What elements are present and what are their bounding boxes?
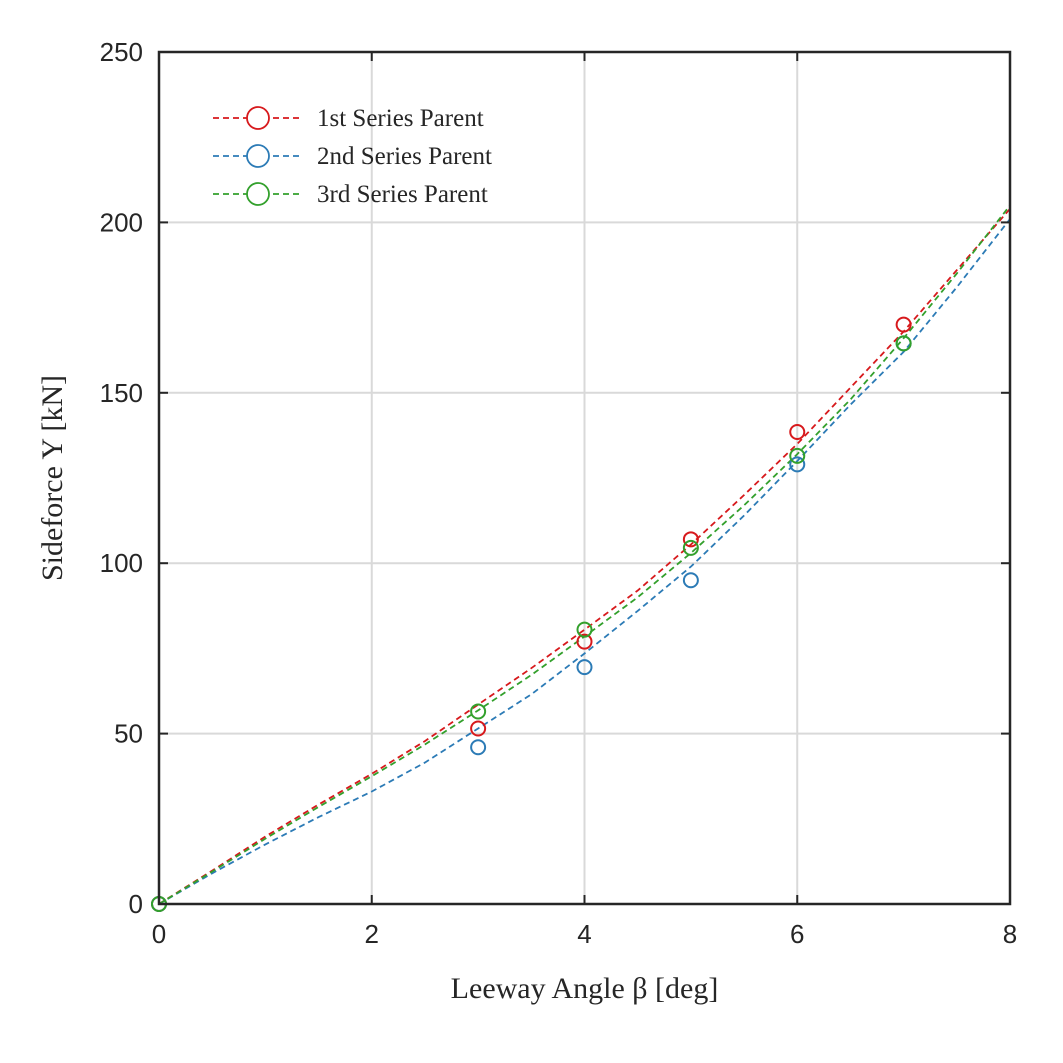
y-tick-label: 150 <box>100 378 143 408</box>
series-1-point <box>576 633 593 650</box>
series-2-point <box>682 572 699 589</box>
axis-ticks: 0 2 4 6 8 0 50 100 150 200 250 <box>100 37 1018 949</box>
y-tick-label: 200 <box>100 207 143 237</box>
x-tick-label: 4 <box>577 919 591 949</box>
x-tick-label: 0 <box>152 919 166 949</box>
y-tick-label: 0 <box>129 889 143 919</box>
y-axis-title: Sideforce Y [kN] <box>36 375 69 581</box>
x-tick-label: 6 <box>790 919 804 949</box>
legend: 1st Series Parent 2nd Series Parent 3rd Se… <box>213 105 492 208</box>
series-3-point <box>682 539 699 556</box>
series-1-point <box>682 531 699 548</box>
legend-label: 1st Series Parent <box>317 105 484 132</box>
series-2-fit-line <box>158 218 1011 905</box>
y-tick-label: 250 <box>100 37 143 67</box>
series-3-point <box>576 621 593 638</box>
series-2-point <box>470 739 487 756</box>
series-3-point <box>789 447 806 464</box>
x-tick-label: 8 <box>1003 919 1017 949</box>
series-3-point <box>470 703 487 720</box>
series-1-point <box>470 720 487 737</box>
series-1-point <box>895 316 912 333</box>
legend-label: 2nd Series Parent <box>317 143 492 170</box>
legend-marker <box>246 182 270 206</box>
series-2-point <box>789 456 806 473</box>
legend-marker <box>246 144 270 168</box>
x-axis-title: Leeway Angle β [deg] <box>451 972 719 1005</box>
legend-label: 3rd Series Parent <box>317 181 488 208</box>
series-3-point <box>895 335 912 352</box>
series-1-point <box>789 423 806 440</box>
legend-marker <box>246 106 270 130</box>
y-tick-label: 50 <box>114 719 143 749</box>
series-1-fit-line <box>158 208 1011 905</box>
series-2-point <box>576 659 593 676</box>
y-tick-label: 100 <box>100 548 143 578</box>
x-tick-label: 2 <box>365 919 379 949</box>
